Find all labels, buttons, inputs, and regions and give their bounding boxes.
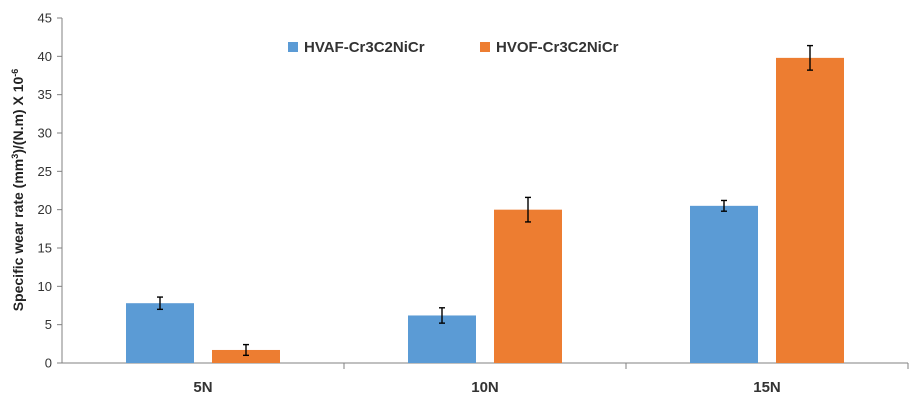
- bar: [776, 57, 844, 363]
- y-axis-title-main: Specific wear rate (mm: [10, 159, 26, 312]
- y-axis-title-sup1: 3: [10, 154, 20, 159]
- y-tick-label: 5: [45, 317, 52, 332]
- y-tick-label: 10: [38, 279, 52, 294]
- y-tick-label: 35: [38, 87, 52, 102]
- legend: HVAF-Cr3C2NiCr HVOF-Cr3C2NiCr: [288, 39, 619, 56]
- legend-label: HVOF-Cr3C2NiCr: [496, 39, 619, 56]
- x-category-label: 10N: [471, 379, 499, 395]
- y-tick-label: 20: [38, 202, 52, 217]
- bar: [212, 349, 280, 363]
- legend-swatch: [480, 42, 490, 52]
- bars: [126, 57, 844, 363]
- y-axis-title-sup2: -6: [10, 69, 20, 77]
- bar: [494, 209, 562, 363]
- bar: [690, 205, 758, 363]
- svg-text:Specific wear rate (mm3)/(N.m: Specific wear rate (mm3)/(N.m) X 10-6: [10, 69, 26, 312]
- y-axis-title-mid: )/(N.m) X 10: [10, 77, 26, 154]
- y-tick-label: 45: [38, 11, 52, 26]
- y-axis-title: Specific wear rate (mm3)/(N.m) X 10-6: [10, 69, 26, 312]
- axes: 0 5 10 15 20 25 30 35 40 45 5N 10N 15N: [38, 11, 909, 395]
- legend-swatch: [288, 42, 298, 52]
- x-category-label: 15N: [753, 379, 781, 395]
- y-tick-label: 30: [38, 126, 52, 141]
- x-category-label: 5N: [193, 379, 212, 395]
- y-tick-label: 0: [45, 356, 52, 371]
- bar: [126, 303, 194, 363]
- legend-label: HVAF-Cr3C2NiCr: [304, 39, 425, 56]
- y-tick-label: 15: [38, 241, 52, 256]
- error-bars: [157, 44, 813, 357]
- y-tick-label: 25: [38, 164, 52, 179]
- y-tick-label: 40: [38, 49, 52, 64]
